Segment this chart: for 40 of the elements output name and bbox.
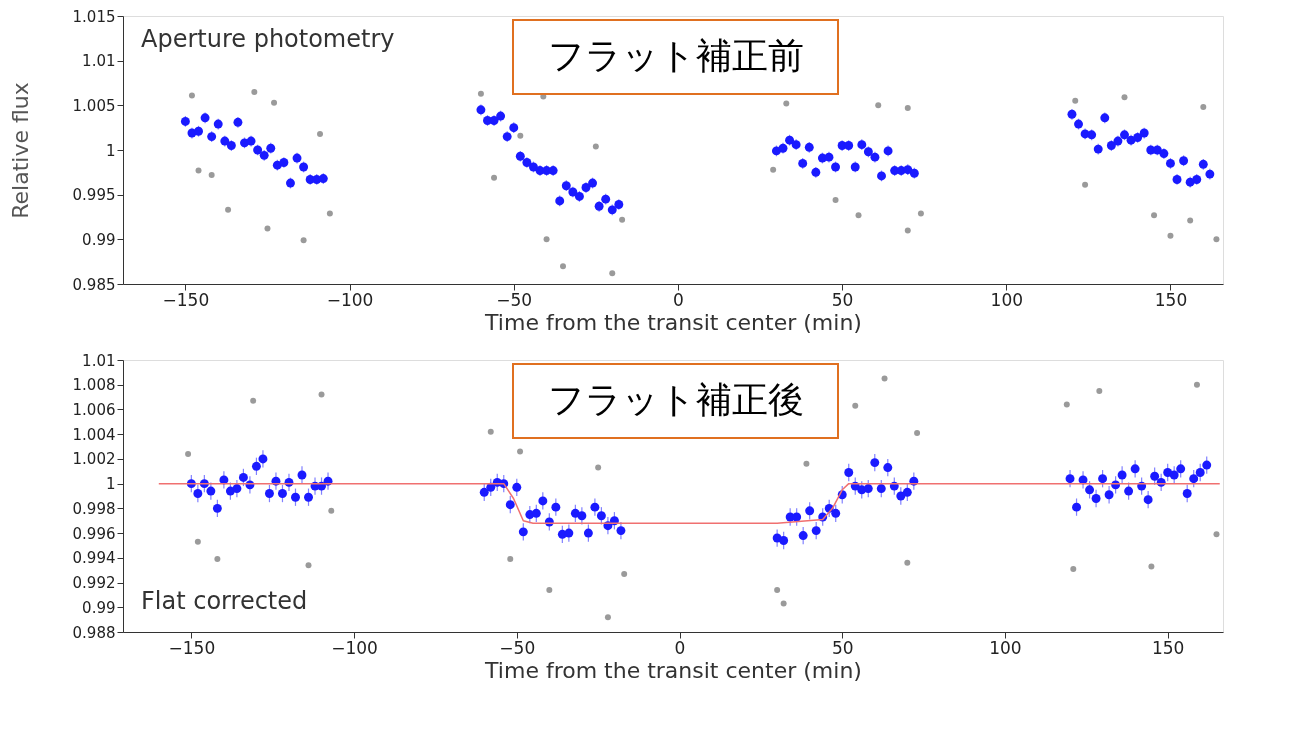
x-tick-label: 0: [673, 289, 684, 310]
x-tick-label: −150: [162, 289, 210, 310]
x-tick-label: −150: [168, 637, 216, 658]
x-tick-label: 50: [831, 637, 854, 658]
y-tick-label: 0.994: [72, 549, 116, 568]
y-tick-label: 0.995: [72, 186, 116, 205]
x-axis-title: Time from the transit center (min): [484, 309, 862, 335]
y-tick-label: 1.005: [72, 96, 116, 115]
y-tick-label: 1.015: [72, 7, 116, 26]
x-tick-label: 150: [1151, 637, 1185, 658]
y-axis-title: Relative flux: [7, 82, 33, 219]
x-axis-title: Time from the transit center (min): [484, 657, 862, 683]
x-tick-label: −100: [326, 289, 374, 310]
y-tick-label: 1: [105, 475, 116, 494]
y-tick-label: 0.998: [72, 499, 116, 518]
y-tick-label: 1: [105, 141, 116, 160]
x-tick-label: −100: [331, 637, 378, 658]
annotation: フラット補正後: [547, 379, 804, 420]
x-tick-label: −50: [496, 289, 533, 310]
annotation: Flat corrected: [141, 587, 308, 615]
x-tick-label: −50: [499, 637, 536, 658]
y-tick-label: 0.992: [72, 574, 116, 593]
y-tick-label: 0.988: [72, 623, 116, 642]
y-tick-label: 1.004: [72, 425, 116, 444]
annotation: フラット補正前: [547, 35, 804, 76]
y-tick-label: 1.01: [82, 52, 116, 71]
x-tick-label: 100: [990, 289, 1024, 310]
y-tick-label: 1.006: [72, 400, 116, 419]
y-tick-label: 0.99: [82, 598, 116, 617]
y-tick-label: 0.985: [72, 275, 116, 294]
y-tick-label: 1.01: [82, 351, 116, 370]
x-tick-label: 100: [989, 637, 1022, 658]
x-tick-label: 150: [1154, 289, 1188, 310]
y-tick-label: 1.008: [72, 376, 116, 395]
x-tick-label: 0: [674, 637, 686, 658]
annotation: Aperture photometry: [141, 25, 395, 53]
y-tick-label: 1.002: [72, 450, 116, 469]
x-tick-label: 50: [831, 289, 854, 310]
y-tick-label: 0.99: [82, 230, 116, 249]
y-tick-label: 0.996: [72, 524, 116, 543]
